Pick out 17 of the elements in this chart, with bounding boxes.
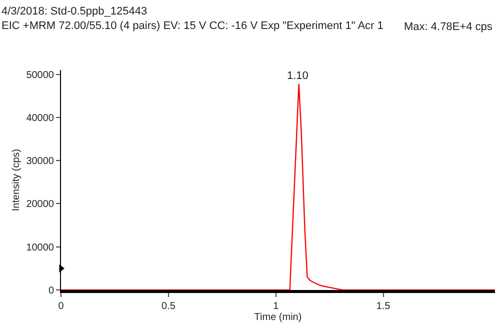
x-axis-title: Time (min) — [254, 312, 302, 323]
y-axis-title: Intensity (cps) — [11, 148, 22, 212]
x-tick-label: 0.5 — [161, 301, 176, 312]
text: Max: 4.78E+4 cps — [404, 21, 493, 33]
y-tick-label: 40000 — [26, 112, 54, 124]
chart-title: 4/3/2018: Std-0.5ppb_125443 — [2, 6, 148, 18]
y-tick-label: 20000 — [26, 199, 54, 210]
x-tick-label: 1 — [273, 301, 280, 312]
y-tick-label: 50000 — [26, 70, 54, 81]
line-series — [61, 83, 495, 290]
x-tick-label: 0 — [58, 301, 64, 312]
x-tick-label: 1.5 — [376, 301, 391, 312]
y-tick-label: 10000 — [26, 242, 54, 254]
chart-subtitle: EIC +MRM 72.00/55.10 (4 pairs) EV: 15 V CC: -16 V Exp "Experiment 1" Acr 1 — [2, 20, 384, 32]
y-tick-label: 30000 — [26, 156, 54, 168]
annotation: 1.10 — [287, 70, 308, 82]
y-tick-label: 0 — [48, 286, 54, 296]
